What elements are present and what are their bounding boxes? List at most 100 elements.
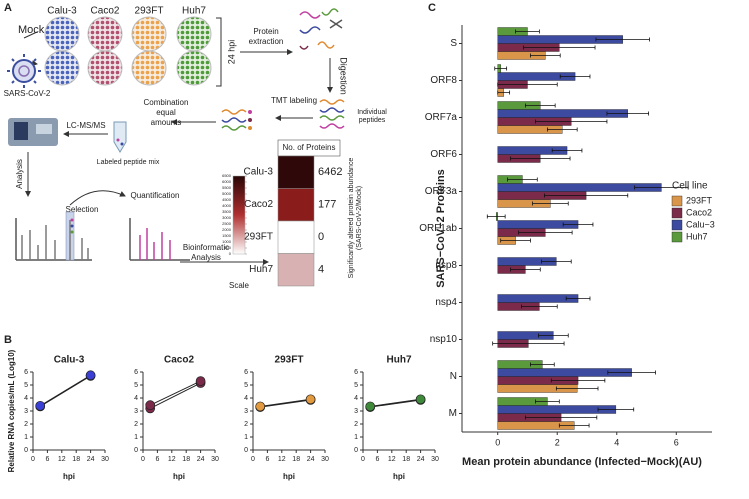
cell-line-label: Caco2 — [91, 6, 120, 17]
panel-letter: B — [4, 334, 12, 346]
scale-tick-label: 2500 — [222, 221, 232, 226]
y-tick-label: ORF8 — [430, 75, 457, 86]
y-tick-label: S — [450, 38, 457, 49]
heatmap-header: No. of Proteins — [283, 143, 336, 152]
heatmap-value: 0 — [318, 231, 324, 243]
decoration — [299, 11, 321, 19]
mock-label: Mock — [18, 24, 45, 36]
x-tick-label: 0 — [31, 456, 35, 463]
legend-swatch — [671, 207, 683, 219]
legend-swatch — [671, 219, 683, 231]
y-tick-label: 1 — [244, 434, 248, 441]
decoration — [116, 138, 120, 142]
scale-bar — [232, 175, 246, 255]
chart-title: Huh7 — [387, 355, 412, 366]
y-tick-label: 3 — [134, 408, 138, 415]
y-tick-label: N — [450, 371, 457, 382]
error-bar — [521, 304, 558, 309]
x-axis-title: hpi — [283, 472, 295, 481]
decoration — [44, 50, 80, 86]
legend-swatch — [671, 195, 683, 207]
series-line — [39, 375, 91, 407]
chart-title: 293FT — [275, 355, 304, 366]
x-tick-label: 12 — [58, 456, 66, 463]
error-bar — [535, 399, 560, 404]
error-bar — [535, 119, 608, 124]
step-label: Individual peptides — [357, 109, 387, 124]
y-tick-label: 0 — [134, 447, 138, 454]
error-bar — [595, 37, 650, 42]
decoration — [15, 218, 92, 261]
step-label: LC-MS/MS — [66, 121, 105, 130]
y-tick-label: 4 — [244, 395, 248, 402]
decoration — [131, 50, 167, 86]
panel-letter: A — [4, 2, 12, 14]
y-tick-label: 6 — [134, 369, 138, 376]
error-bar — [497, 90, 511, 95]
y-tick-label: 4 — [354, 395, 358, 402]
error-bar — [558, 423, 590, 428]
data-point — [305, 394, 316, 405]
y-tick-label: 5 — [354, 382, 358, 389]
legend-label: Calu−3 — [686, 219, 715, 229]
decoration — [248, 126, 252, 130]
heatmap-cell — [277, 220, 315, 254]
error-bar — [550, 378, 606, 383]
x-tick-label: 24 — [197, 456, 205, 463]
decoration — [87, 50, 123, 86]
step-label: Protein extraction — [249, 27, 284, 46]
decoration — [248, 118, 252, 122]
x-tick-label: 12 — [388, 456, 396, 463]
virus-icon — [7, 54, 41, 88]
text-line: amounts — [151, 118, 182, 127]
decoration — [299, 45, 309, 50]
step-label: Combination equal amounts — [144, 98, 189, 127]
decoration — [319, 123, 345, 129]
error-bar — [541, 259, 572, 264]
error-bar — [530, 362, 555, 367]
decoration — [113, 121, 127, 153]
heatmap-value: 4 — [318, 263, 324, 275]
y-tick-label: ORF3a — [425, 186, 458, 197]
x-axis-title: hpi — [63, 472, 75, 481]
y-tick-label: 5 — [134, 382, 138, 389]
scale-tick-label: 3500 — [222, 209, 232, 214]
x-tick-label: 2 — [555, 437, 560, 447]
decoration — [319, 99, 345, 105]
decoration — [36, 124, 52, 134]
arrow — [69, 190, 126, 206]
legend-label: Caco2 — [686, 207, 712, 217]
bracket — [216, 17, 222, 87]
y-tick-label: ORF6 — [430, 149, 457, 160]
y-tick-label: 1 — [24, 434, 28, 441]
y-tick-label: 3 — [24, 408, 28, 415]
decoration — [319, 115, 345, 121]
data-point — [415, 394, 426, 405]
text-line: Individual — [357, 109, 387, 116]
heatmap-side-label: Significantly altered protein abundance(… — [348, 158, 363, 279]
x-tick-label: 12 — [168, 456, 176, 463]
error-bar — [510, 267, 541, 272]
decoration — [221, 125, 247, 131]
x-tick-label: 30 — [211, 456, 219, 463]
heatmap-row-label: Huh7 — [249, 264, 273, 275]
y-tick-label: 6 — [354, 369, 358, 376]
decoration — [70, 224, 74, 228]
heatmap-row-label: 293FT — [244, 232, 273, 243]
error-bar — [494, 66, 508, 71]
error-bar — [559, 74, 591, 79]
x-tick-label: 24 — [307, 456, 315, 463]
labeled-peptide-icons — [221, 109, 252, 131]
decoration — [139, 228, 171, 260]
x-tick-label: 6 — [375, 456, 379, 463]
error-bar — [510, 156, 571, 161]
y-tick-label: 5 — [24, 382, 28, 389]
y-tick-label: nsp4 — [435, 297, 457, 308]
cell-line-label: Huh7 — [182, 6, 206, 17]
x-tick-label: 18 — [402, 456, 410, 463]
error-bar — [562, 222, 594, 227]
error-bar — [597, 407, 635, 412]
data-point — [255, 401, 266, 412]
series-line — [370, 399, 421, 408]
error-bar — [551, 148, 583, 153]
